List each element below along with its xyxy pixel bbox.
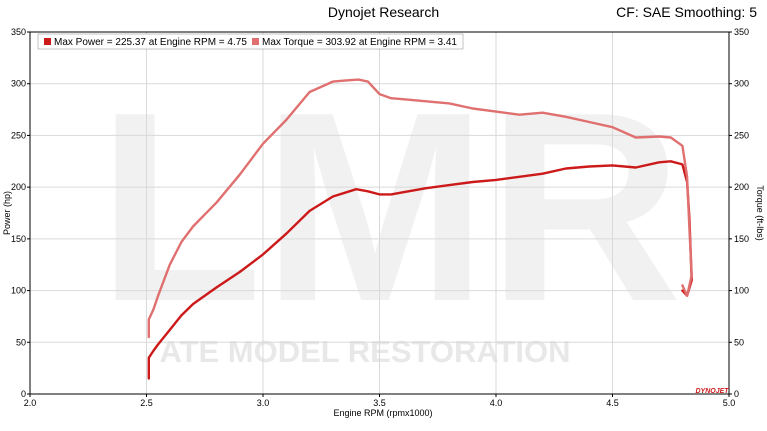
y-tick-label-right: 100 [734,286,749,296]
y-tick-label-right: 300 [734,79,749,89]
x-axis-label: Engine RPM (rpmx1000) [333,408,432,418]
correction-settings: CF: SAE Smoothing: 5 [616,4,757,20]
y-tick-label-left: 50 [16,337,26,347]
x-tick-label: 3.0 [257,398,270,408]
watermark-logo: LMR [98,57,683,358]
legend-swatch-torque [252,38,259,45]
y-tick-label-left: 200 [11,182,26,192]
x-tick-label: 4.0 [490,398,503,408]
y-tick-label-right: 200 [734,182,749,192]
y-tick-label-right: 0 [734,389,739,399]
dynojet-logo: DYNOJET [695,388,729,395]
y-tick-label-left: 350 [11,27,26,37]
y-tick-label-right: 250 [734,130,749,140]
y-tick-label-right: 150 [734,234,749,244]
y-tick-label-left: 250 [11,130,26,140]
y-axis-left-label: Power (hp) [2,191,12,235]
x-tick-label: 2.0 [24,398,37,408]
y-tick-label-left: 100 [11,286,26,296]
x-tick-label: 5.0 [723,398,736,408]
legend-swatch-power [44,38,51,45]
y-axis-left: 0 50 100 150 200 250 300 350 [11,27,30,399]
watermark-text: ATE MODEL RESTORATION [159,334,570,369]
x-tick-label: 3.5 [373,398,386,408]
legend-entry-torque: Max Torque = 303.92 at Engine RPM = 3.41 [262,37,457,48]
legend-entry-power: Max Power = 225.37 at Engine RPM = 4.75 [54,37,247,48]
series-lines [147,78,693,380]
x-tick-label: 2.5 [140,398,153,408]
y-tick-label-right: 350 [734,27,749,37]
legend: Max Power = 225.37 at Engine RPM = 4.75 … [37,33,464,50]
y-tick-label-left: 300 [11,79,26,89]
y-tick-label-left: 150 [11,234,26,244]
y-axis-right-label: Torque (ft-lbs) [755,185,765,241]
chart-title: Dynojet Research [327,4,440,20]
power-curve [147,160,693,380]
x-axis: 2.0 2.5 3.0 3.5 4.0 4.5 5.0 [24,394,736,408]
y-tick-label-right: 50 [734,337,744,347]
torque-curve [147,78,693,339]
y-tick-label-left: 0 [21,389,26,399]
x-tick-label: 4.5 [606,398,619,408]
legend-box [37,33,464,50]
watermark: LMR ATE MODEL RESTORATION [98,57,683,369]
y-axis-right: 0 50 100 150 200 250 300 350 [729,27,749,399]
